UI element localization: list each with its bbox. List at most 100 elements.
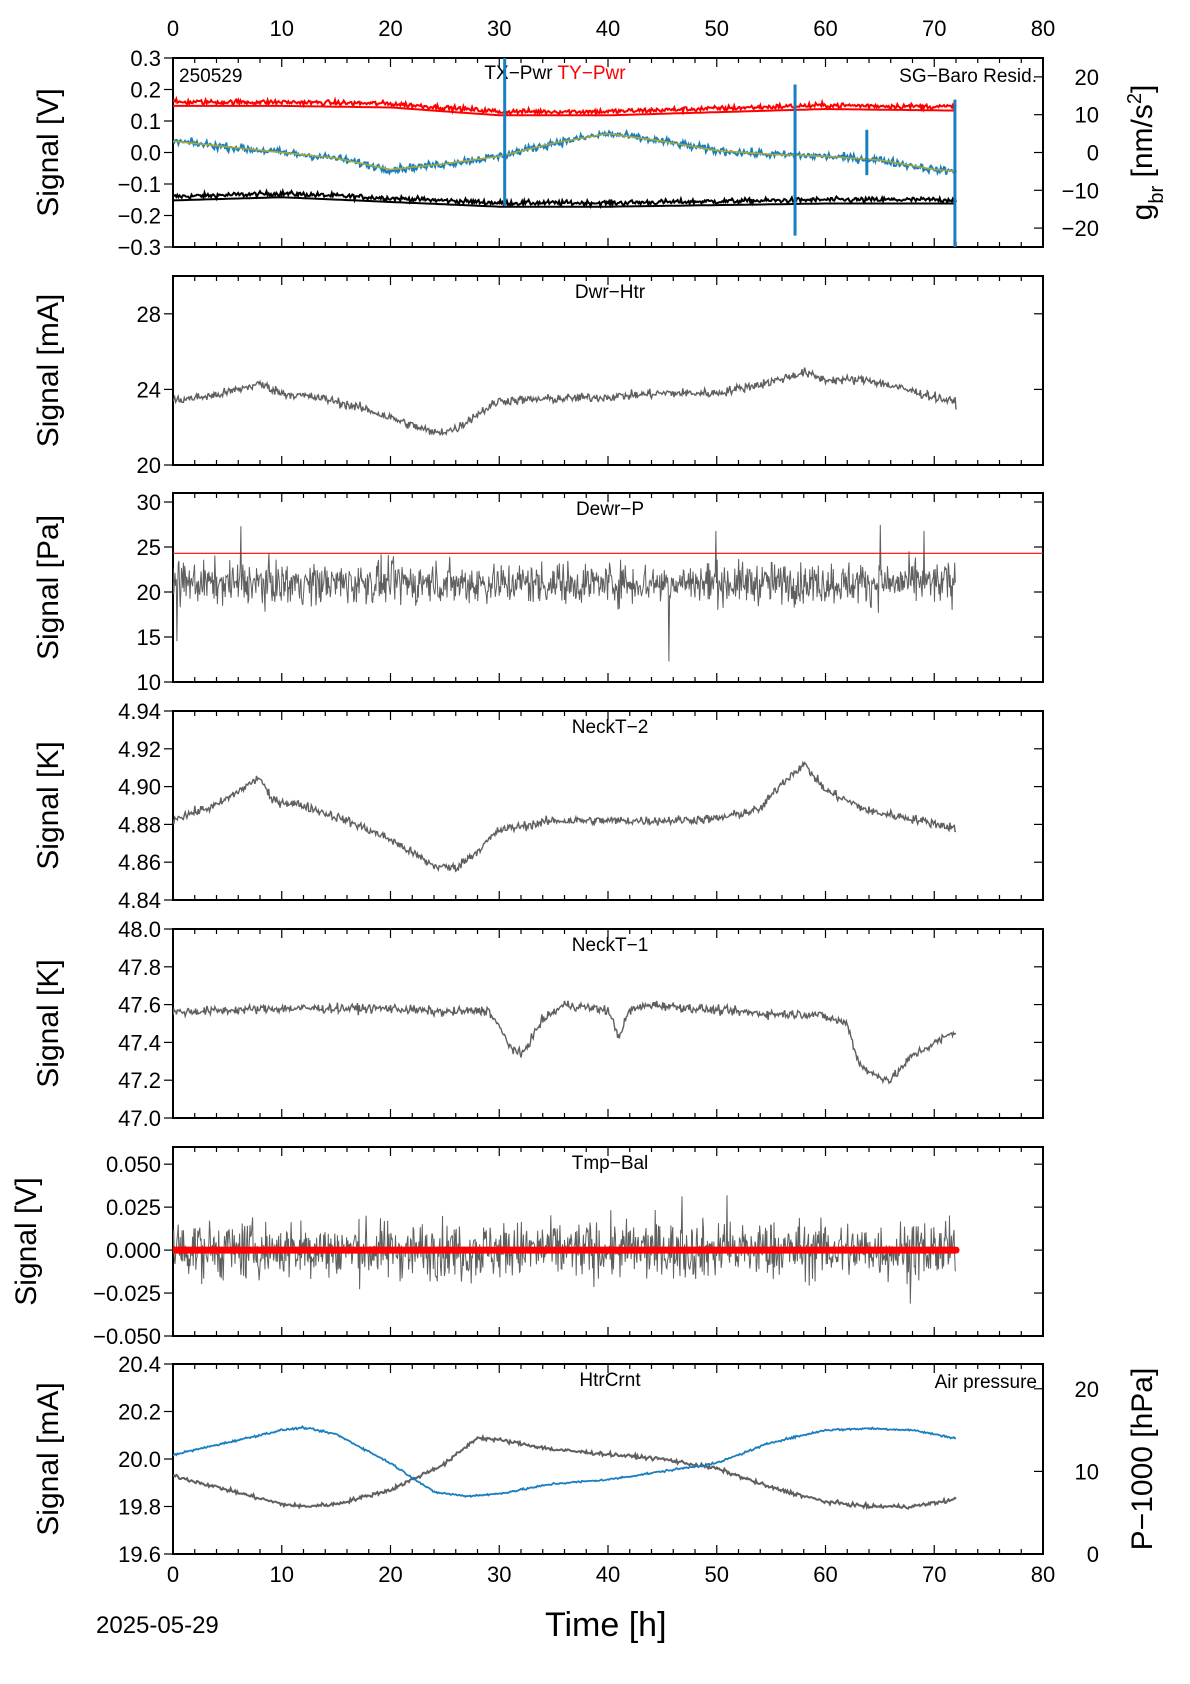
y-tick-label: 15 [137, 625, 161, 650]
panel-frame [172, 275, 1044, 466]
panel-5: 48.0 47.8 47.6 47.4 47.2 47.0 Signal [K] NeckT−… [32, 917, 1044, 1131]
x-tick-label-bottom: 60 [813, 1562, 837, 1587]
panel-title: Dewr−P [576, 499, 644, 520]
y-tick-label: 47.8 [118, 955, 161, 980]
y2-axis-label: P−1000 [hPa] [1126, 1368, 1159, 1551]
series-air-pressure [173, 1424, 957, 1499]
y-tick-label: 4.86 [118, 850, 161, 875]
x-tick-label-top: 10 [270, 16, 294, 41]
y-tick-label: 30 [137, 490, 161, 515]
y2-tick-label: 20 [1075, 65, 1099, 90]
x-tick-label-top: 70 [922, 16, 946, 41]
y-tick-label: 0.2 [130, 78, 161, 103]
x-tick-label-bottom: 0 [167, 1562, 179, 1587]
panel-title: Dwr−Htr [575, 282, 646, 303]
y2-tick-label: −10 [1062, 178, 1099, 203]
y-tick-label: 4.84 [118, 888, 161, 913]
panel-title: TX−Pwr TY−Pwr [484, 63, 626, 84]
y-tick-label: 19.8 [118, 1495, 161, 1520]
right-series-label: SG−Baro Resid. [899, 66, 1037, 87]
y-tick-label: 48.0 [118, 917, 161, 942]
y-tick-label: 0.0 [130, 141, 161, 166]
x-tick-label-top: 50 [705, 16, 729, 41]
series-htrcrnt [173, 1433, 957, 1511]
y-tick-label: 4.88 [118, 812, 161, 837]
series-ty-pwr [173, 95, 957, 118]
y2-tick-label: −20 [1062, 216, 1099, 241]
x-tick-label-top: 0 [167, 16, 179, 41]
series-signal [173, 367, 957, 437]
y-axis-label: Signal [K] [32, 959, 65, 1087]
panel-frame [172, 1363, 1044, 1555]
right-series-label: Air pressure [935, 1372, 1037, 1393]
series-signal [173, 524, 956, 662]
y2-tick-label: 10 [1075, 103, 1099, 128]
y-tick-label: 47.0 [118, 1106, 161, 1131]
panel-2: 28 24 20 Signal [mA] Dwr−Htr [32, 275, 1044, 478]
panel-title: Tmp−Bal [572, 1153, 649, 1174]
y-tick-label: 20.0 [118, 1447, 161, 1472]
y-tick-label: 10 [137, 670, 161, 695]
y2-tick-label: 20 [1075, 1377, 1099, 1402]
y-tick-label: 19.6 [118, 1542, 161, 1567]
y-tick-label: −0.025 [93, 1281, 161, 1306]
x-tick-label-bottom: 80 [1031, 1562, 1055, 1587]
x-tick-label-bottom: 50 [705, 1562, 729, 1587]
panel-3: 30 25 20 15 10 Signal [Pa] Dewr−P [32, 490, 1044, 695]
y-tick-label: 4.94 [118, 699, 161, 724]
y-axis-label: Signal [mA] [32, 294, 65, 447]
y-tick-label: 0.3 [130, 46, 161, 71]
y-tick-label: 0.050 [106, 1152, 161, 1177]
series-group [173, 1000, 957, 1085]
y-tick-label: 4.90 [118, 775, 161, 800]
panel-title: NeckT−2 [572, 717, 649, 738]
x-tick-label-top: 60 [813, 16, 837, 41]
x-axis-title: Time [h] [545, 1606, 667, 1644]
x-tick-label-top: 30 [487, 16, 511, 41]
panel-title: HtrCrnt [579, 1370, 641, 1391]
series-tx-pwr-smooth [173, 196, 956, 208]
panel-4: 4.94 4.92 4.90 4.88 4.86 4.84 Signal [K] NeckT−… [32, 699, 1044, 913]
series-group [173, 1195, 960, 1304]
y2-tick-label: 10 [1075, 1459, 1099, 1484]
y-tick-label: 47.2 [118, 1068, 161, 1093]
y2-tick-label: 0 [1087, 141, 1099, 166]
x-tick-label-top: 40 [596, 16, 620, 41]
y-axis-label: Signal [K] [32, 741, 65, 869]
y-tick-label: 28 [137, 302, 161, 327]
y-axis-label: Signal [Pa] [32, 515, 65, 660]
series-group [173, 524, 1043, 662]
y-tick-label: 20.2 [118, 1400, 161, 1425]
panel-7: 20.4 20.2 20.0 19.8 19.6 Signal [mA] HtrCrnt Ai… [32, 1352, 1159, 1567]
x-tick-label-bottom: 30 [487, 1562, 511, 1587]
date-label: 2025-05-29 [96, 1612, 219, 1639]
y-tick-label: 47.4 [118, 1030, 161, 1055]
x-tick-label-bottom: 10 [270, 1562, 294, 1587]
y-tick-label: −0.050 [93, 1324, 161, 1349]
x-tick-label-bottom: 20 [378, 1562, 402, 1587]
y-tick-label: 4.92 [118, 737, 161, 762]
series-group [173, 760, 957, 873]
series-group [173, 367, 957, 437]
title-ty-pwr: TY−Pwr [557, 63, 626, 84]
y2-tick-label: 0 [1087, 1542, 1099, 1567]
y-tick-label: 25 [137, 535, 161, 560]
corner-label: 250529 [179, 66, 242, 87]
panel-frame [172, 928, 1044, 1119]
y-axis-label: Signal [mA] [32, 1382, 65, 1535]
y-tick-label: 20 [137, 453, 161, 478]
panel-6: 0.050 0.025 0.000 −0.025 −0.050 Signal [V] Tmp… [10, 1146, 1044, 1349]
y-tick-label: 0.025 [106, 1195, 161, 1220]
y-tick-label: 0.000 [106, 1238, 161, 1263]
x-tick-label-top: 20 [378, 16, 402, 41]
series-signal [173, 1000, 957, 1085]
series-sg-baro-smooth [173, 132, 957, 173]
y-tick-label: 24 [137, 377, 161, 402]
series-signal [173, 760, 957, 873]
y-tick-label: 0.1 [130, 109, 161, 134]
x-tick-label-top: 80 [1031, 16, 1055, 41]
series-ty-pwr-smooth [173, 104, 957, 117]
series-group [173, 58, 957, 247]
y-tick-label: −0.3 [118, 235, 161, 260]
